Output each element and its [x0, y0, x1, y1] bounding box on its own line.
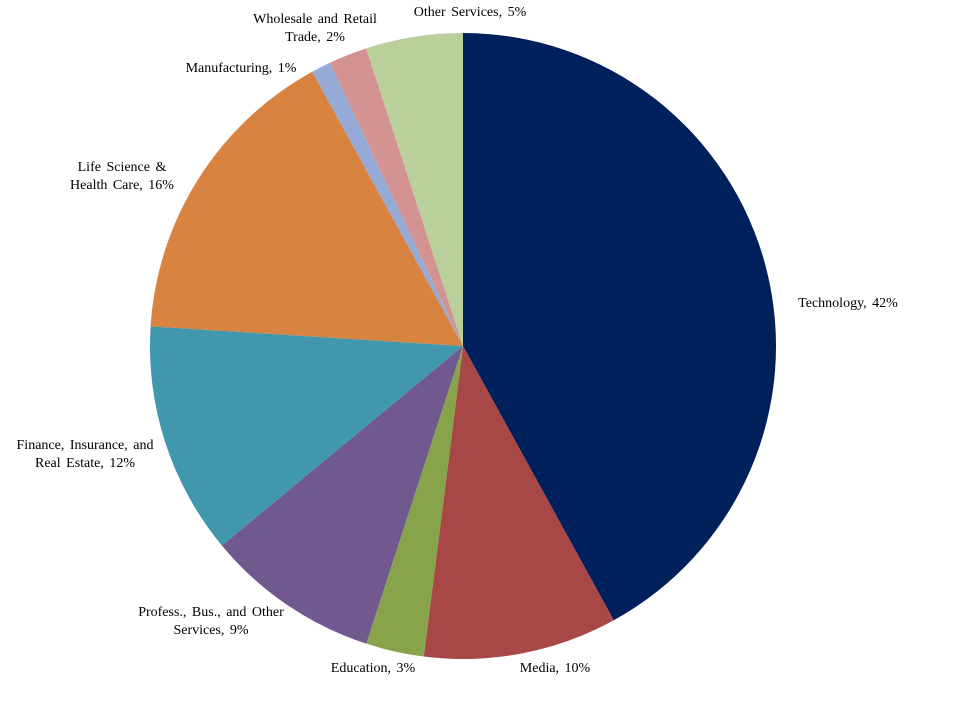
- data-label: Manufacturing, 1%: [185, 61, 297, 76]
- pie-slice: [312, 62, 463, 347]
- data-label: Wholesale and Retail Trade, 2%: [253, 12, 377, 45]
- data-label: Finance, Insurance, and Real Estate, 12%: [16, 438, 154, 471]
- pie-slice: [463, 33, 776, 621]
- data-label: Education, 3%: [330, 661, 416, 676]
- data-label: Technology, 42%: [798, 296, 898, 311]
- pie-slice: [366, 33, 463, 346]
- pie-slice: [221, 346, 463, 644]
- pie-slice: [329, 48, 463, 347]
- pie-slice: [366, 346, 463, 657]
- data-label: Profess., Bus., and Other Services, 9%: [138, 605, 284, 638]
- data-label: Media, 10%: [519, 661, 591, 676]
- data-label: Other Services, 5%: [413, 5, 527, 20]
- pie-slice: [150, 326, 463, 546]
- pie-slice: [150, 71, 464, 347]
- data-label: Life Science & Health Care, 16%: [70, 160, 174, 193]
- pie-slice: [423, 346, 614, 659]
